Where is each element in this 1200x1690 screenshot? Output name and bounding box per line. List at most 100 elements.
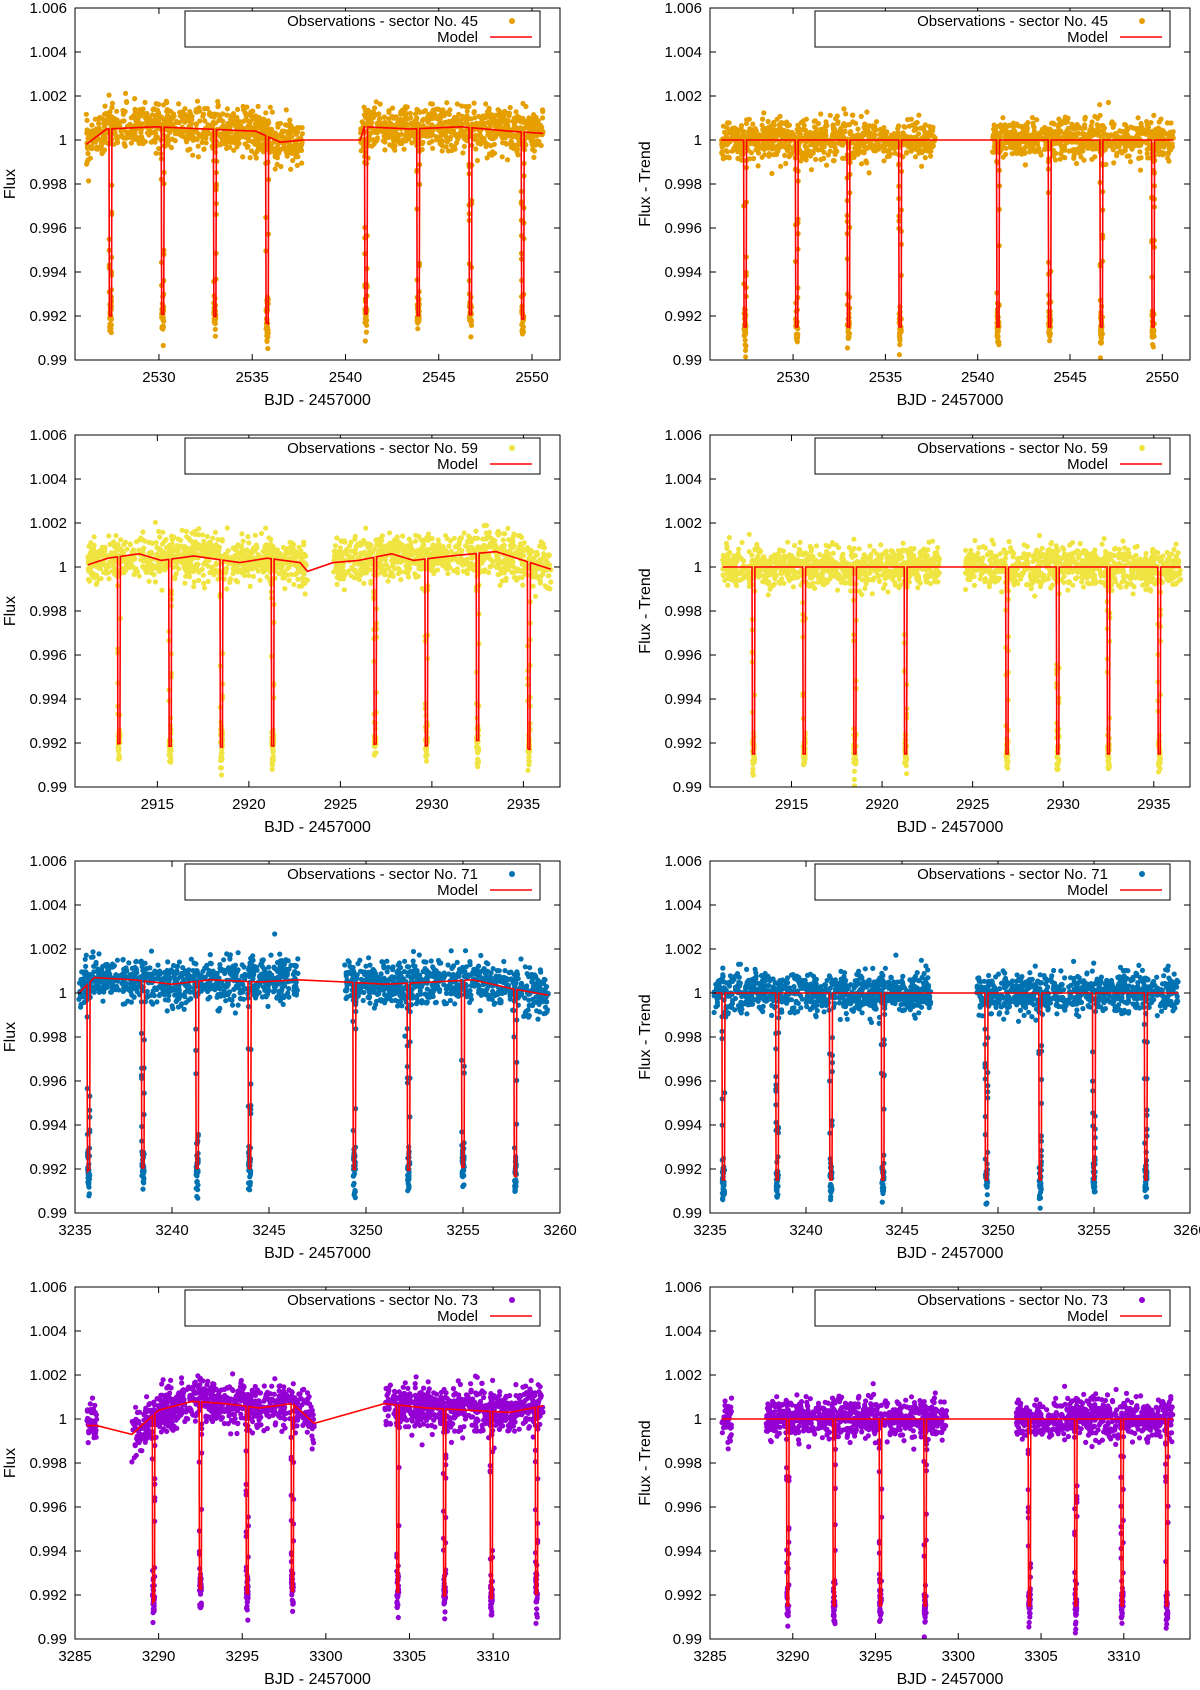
observation-point [85,150,91,157]
x-axis-label: BJD - 2457000 [897,392,1004,409]
observation-point [251,545,257,551]
observation-point [183,551,189,557]
observation-point [166,548,172,554]
observation-point [867,134,873,140]
observation-point [404,104,410,110]
observation-point [514,125,520,131]
observation-point [128,140,134,146]
observation-point [1053,129,1059,135]
observation-point [531,112,537,118]
observation-point [225,560,232,567]
observation-point [922,155,928,161]
plot-frame [709,7,1191,361]
observation-point [1025,132,1031,138]
legend-box [184,10,541,48]
observation-point [202,134,208,140]
x-tick-label: 2550 [515,369,548,386]
observation-point [440,107,446,113]
observation-point [201,106,208,112]
observation-point [1161,131,1167,137]
observation-point [1058,151,1064,157]
observation-point [804,152,810,158]
x-axis-label: BJD - 2457000 [264,392,371,409]
observation-point [1056,116,1062,122]
observation-point [829,133,835,139]
observation-point [390,144,396,150]
observation-point [154,107,160,113]
observation-point [240,550,246,556]
observation-point [1144,151,1150,157]
observation-point [454,570,461,576]
transit-point [107,323,113,329]
observation-point [454,101,460,107]
observation-point [195,154,201,160]
observation-point [87,155,93,161]
observation-point [174,560,180,566]
observation-point [230,571,236,577]
observation-point [271,146,277,152]
observation-point [777,132,783,138]
transit-point [265,345,271,352]
observation-point [136,112,142,118]
observation-point [169,121,176,127]
observation-point [240,538,246,544]
observation-point [499,154,505,160]
observation-point [1036,145,1042,151]
observation-point [785,123,791,129]
observation-point [263,110,269,116]
observation-point [172,131,179,137]
observation-point [885,149,891,155]
observation-point [1088,125,1094,131]
observation-point [262,545,268,551]
observation-point [398,109,404,115]
observation-point [411,119,417,125]
observation-point [363,113,369,119]
observation-point [724,120,731,126]
observation-point [459,103,465,109]
observation-point [804,146,810,152]
observation-point [113,533,119,539]
y-tick-label: 0.99 [673,352,702,369]
observation-point [891,131,897,137]
observation-point [358,148,364,154]
observation-point [212,551,218,557]
observation-point [830,122,836,128]
observation-point [444,100,450,106]
observation-point [235,106,241,112]
x-tick-label: 2550 [1146,369,1179,386]
observation-point [917,125,924,131]
observation-point [753,147,759,153]
observation-point [239,543,245,549]
observation-point [379,122,385,128]
observation-point [197,118,203,124]
y-tick-label: 1.004 [664,44,702,61]
observation-point [1111,160,1117,166]
observation-point [928,133,934,139]
observation-point [91,572,97,578]
observation-point [138,548,145,554]
observation-point [812,118,818,124]
observation-point [109,104,115,111]
transit-point [115,745,121,751]
observation-point [1023,122,1029,129]
observation-point [291,553,297,559]
observation-point [177,537,184,544]
observation-point [1019,151,1025,157]
transit-point [363,314,369,320]
observation-point [290,157,296,164]
observation-point [270,130,276,136]
observation-point [1165,150,1172,157]
observation-point [146,551,152,557]
observation-point [288,166,294,172]
observation-point [1161,144,1167,150]
observation-point [106,92,112,98]
observation-point [846,122,853,128]
observation-point [779,144,785,150]
observation-point [152,579,159,585]
observation-point [205,563,211,569]
observation-point [128,115,134,121]
observation-point [1082,143,1088,149]
observation-point [723,148,729,154]
observation-point [750,121,756,127]
observation-point [460,150,466,156]
